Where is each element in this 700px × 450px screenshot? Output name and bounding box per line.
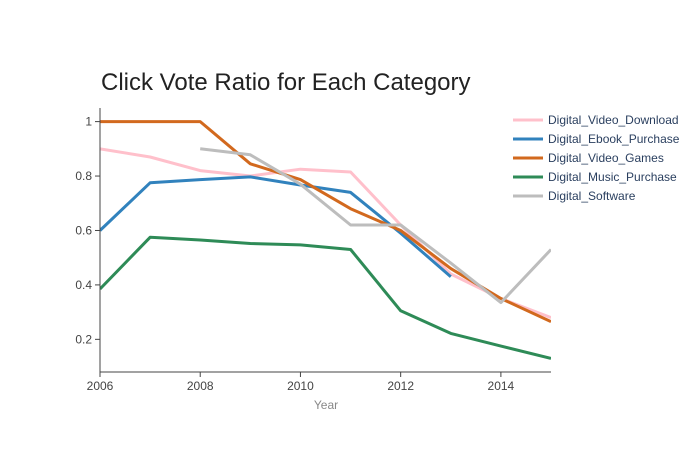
series-line-5[interactable] — [200, 147, 551, 305]
chart-title: Click Vote Ratio for Each Category — [101, 69, 471, 96]
legend-label: Digital_Music_Purchase — [548, 170, 677, 184]
legend-item[interactable]: Digital_Music_Purchase — [513, 170, 677, 184]
x-tick-label: 2008 — [187, 379, 214, 393]
y-tick-label: 0.4 — [75, 278, 92, 292]
y-tick-label: 1 — [85, 115, 92, 129]
series-line-3[interactable] — [100, 120, 551, 323]
x-tick-label: 2010 — [287, 379, 314, 393]
series-line-2[interactable] — [100, 175, 452, 278]
series-line-4[interactable] — [100, 235, 551, 360]
legend-item[interactable]: Digital_Software — [513, 189, 636, 203]
legend-item[interactable]: Digital_Video_Download — [513, 113, 679, 127]
y-tick-label: 0.8 — [75, 169, 92, 183]
legend-label: Digital_Video_Download — [548, 113, 679, 127]
x-axis-title: Year — [314, 398, 338, 412]
y-tick-label: 0.6 — [75, 223, 92, 237]
legend[interactable]: Digital_Video_Download Digital_Ebook_Purc… — [513, 113, 680, 203]
x-tick-label: 2012 — [387, 379, 414, 393]
legend-label: Digital_Video_Games — [548, 151, 664, 165]
series-line-1[interactable] — [100, 147, 551, 320]
legend-label: Digital_Software — [548, 189, 636, 203]
x-tick-label: 2006 — [87, 379, 114, 393]
x-tick-label: 2014 — [488, 379, 515, 393]
series-layer — [100, 120, 551, 360]
axes-layer: 0.2 0.4 0.6 0.8 1 2006 2008 2010 2012 2014 — [75, 108, 551, 393]
y-tick-label: 0.2 — [75, 332, 92, 346]
legend-label: Digital_Ebook_Purchase — [548, 132, 680, 146]
legend-item[interactable]: Digital_Ebook_Purchase — [513, 132, 680, 146]
legend-item[interactable]: Digital_Video_Games — [513, 151, 664, 165]
